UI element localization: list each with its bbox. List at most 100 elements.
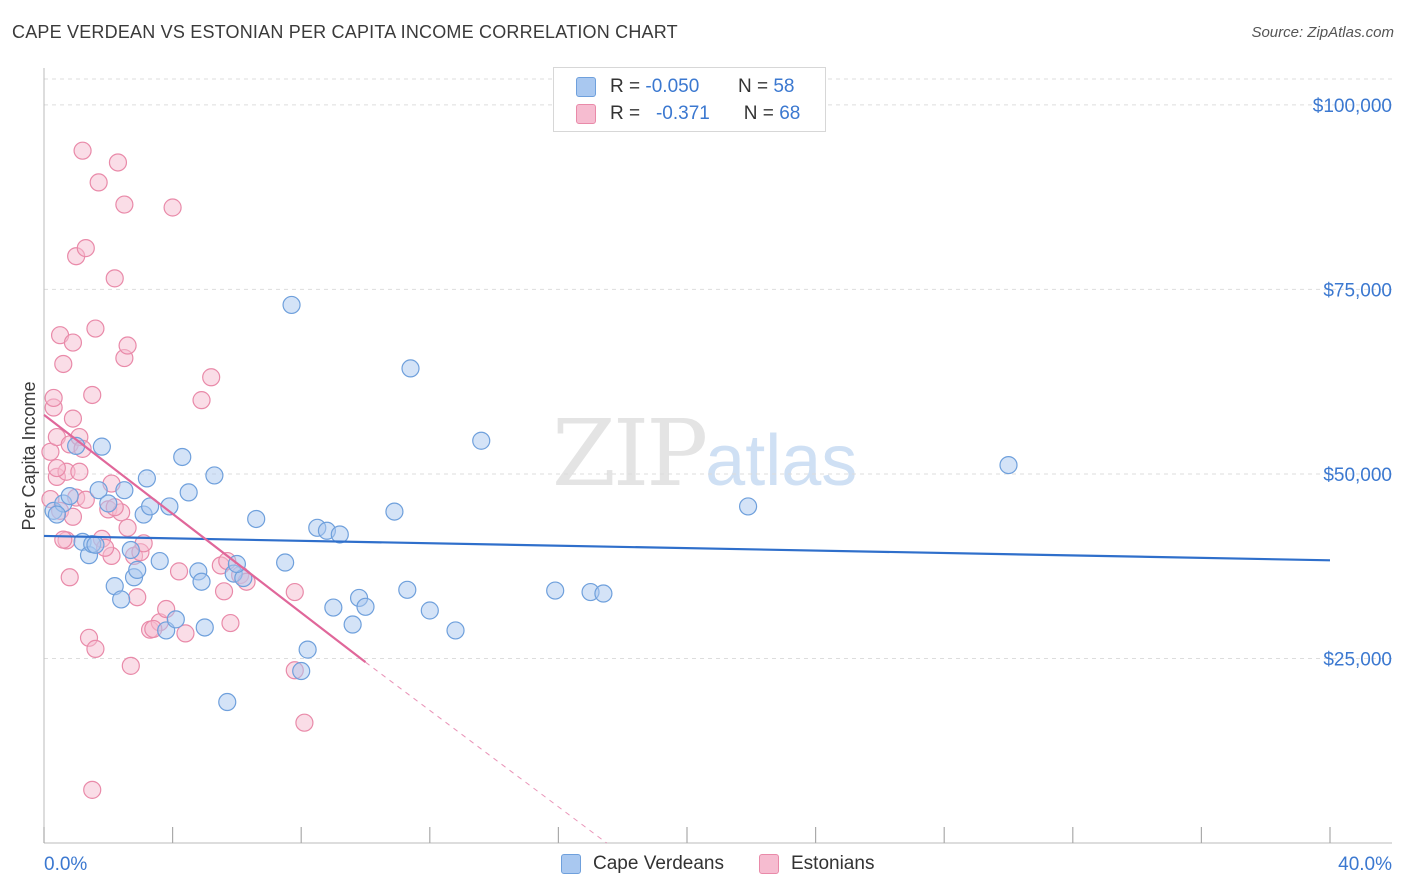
estonian-point <box>44 388 63 408</box>
y-tick-label: $100,000 <box>1313 96 1392 117</box>
cape-verdean-point <box>166 610 185 629</box>
trend-lines <box>43 414 1331 844</box>
estonian-point <box>86 639 105 658</box>
watermark-atlas: atlas <box>705 421 858 501</box>
cape-verdean-point <box>173 447 192 467</box>
cape-verdean-point <box>112 590 131 609</box>
legend-row-estonians: R = -0.371 N = 68 <box>576 101 800 127</box>
cape-verdean-point <box>276 553 295 572</box>
cape-verdean-point <box>99 494 118 513</box>
estonian-point <box>83 780 102 799</box>
cape-verdean-point <box>247 509 266 529</box>
cape-verdean-point <box>140 497 160 516</box>
legend-row-cape-verdeans: R = -0.050 N = 58 <box>576 74 794 100</box>
legend-r-value: -0.050 <box>645 76 700 97</box>
cape-verdean-point <box>292 661 311 681</box>
estonian-point <box>295 713 314 732</box>
legend-n-label: N = <box>743 103 774 124</box>
estonian-point <box>73 141 92 160</box>
estonian-point <box>76 238 95 258</box>
watermark: ZIPatlas <box>552 400 857 507</box>
cape-verdean-point <box>121 540 140 560</box>
cape-verdean-point <box>738 497 758 516</box>
cape-verdean-point <box>999 455 1018 475</box>
estonian-point <box>169 562 189 581</box>
y-tick-label: $25,000 <box>1323 649 1392 670</box>
estonian-point <box>121 656 140 675</box>
legend-r-label: R = <box>610 103 641 124</box>
estonian-point <box>118 518 137 537</box>
estonians-trend-line <box>43 414 367 664</box>
estonian-point <box>115 195 134 214</box>
estonian-point <box>54 354 73 374</box>
watermark-zip: ZIP <box>552 400 708 507</box>
estonians-trend-extension <box>365 661 607 844</box>
cape-verdean-point <box>60 486 79 506</box>
cape-verdean-point <box>401 359 420 378</box>
estonians-points <box>41 141 314 799</box>
cape-verdean-point <box>205 466 224 485</box>
cape-verdean-point <box>472 431 491 450</box>
legend-n-value: 68 <box>779 103 801 124</box>
estonian-point <box>83 385 102 405</box>
estonian-point <box>285 582 304 602</box>
estonian-point <box>163 198 182 217</box>
cape-verdean-point <box>89 481 108 500</box>
cape-verdean-point <box>179 483 198 502</box>
cape-verdean-point <box>594 584 613 603</box>
legend-r-label: R = <box>610 76 641 97</box>
estonian-point <box>89 173 108 192</box>
cape-verdean-point <box>330 525 349 544</box>
cape-verdean-point <box>218 692 237 712</box>
estonian-point <box>63 333 83 352</box>
bottom-legend-label: Estonians <box>791 853 875 874</box>
cape-verdean-point <box>546 581 565 600</box>
legend-n-label: N = <box>737 76 769 97</box>
cape-verdean-point <box>385 502 404 521</box>
estonian-point <box>86 319 105 338</box>
cape-verdean-point <box>115 481 134 500</box>
blue-swatch <box>576 77 596 97</box>
estonian-point <box>63 409 83 428</box>
estonian-point <box>176 624 195 643</box>
cape-verdean-point <box>298 640 317 659</box>
estonian-point <box>70 462 89 481</box>
bottom-legend-label: Cape Verdeans <box>593 853 724 874</box>
cape-verdean-point <box>86 535 105 554</box>
y-tick-label: $50,000 <box>1323 465 1392 486</box>
estonian-point <box>105 269 124 288</box>
cape-verdean-point <box>160 497 179 516</box>
estonian-point <box>221 613 240 633</box>
cape-verdean-point <box>356 597 375 616</box>
stats-legend: R = -0.050 N = 58 R = -0.371 N = 68 <box>553 67 826 132</box>
legend-n-value: 58 <box>773 76 795 97</box>
cape-verdean-point <box>47 505 66 524</box>
x-tick-label: 40.0% <box>1338 854 1392 875</box>
y-tick-label: $75,000 <box>1323 280 1392 301</box>
estonian-point <box>202 368 221 387</box>
estonian-point <box>108 153 128 172</box>
estonian-point <box>118 336 137 355</box>
bottom-legend-estonians: Estonians <box>759 851 874 877</box>
tick-labels: $25,000 $50,000 $75,000 $100,000 0.0% 40.0% <box>44 96 1392 875</box>
blue-swatch <box>561 854 581 874</box>
cape-verdean-point <box>282 295 301 315</box>
pink-swatch <box>576 104 596 124</box>
cape-verdean-point <box>192 572 211 591</box>
cape-verdean-point <box>446 621 465 640</box>
cape-verdean-point <box>324 598 343 617</box>
axes <box>43 68 1392 844</box>
cape-verdeans-points <box>44 295 1018 712</box>
estonian-point <box>54 530 73 549</box>
cape-verdean-point <box>92 437 111 456</box>
y-axis-label: Per Capita Income <box>19 381 39 530</box>
estonian-point <box>128 588 147 607</box>
estonian-point <box>214 582 234 601</box>
cape-verdean-point <box>150 551 169 571</box>
source-credit: Source: ZipAtlas.com <box>1251 24 1394 41</box>
cape-verdean-point <box>343 615 362 634</box>
cape-verdean-point <box>195 618 214 637</box>
cape-verdean-point <box>398 580 417 599</box>
pink-swatch <box>759 854 779 874</box>
